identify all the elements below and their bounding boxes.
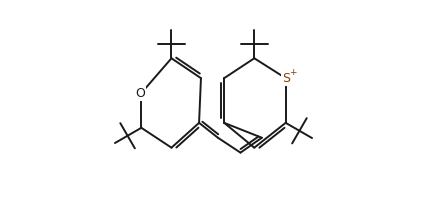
Text: +: + [289,68,297,77]
Text: S: S [281,72,289,85]
Text: O: O [135,87,145,100]
